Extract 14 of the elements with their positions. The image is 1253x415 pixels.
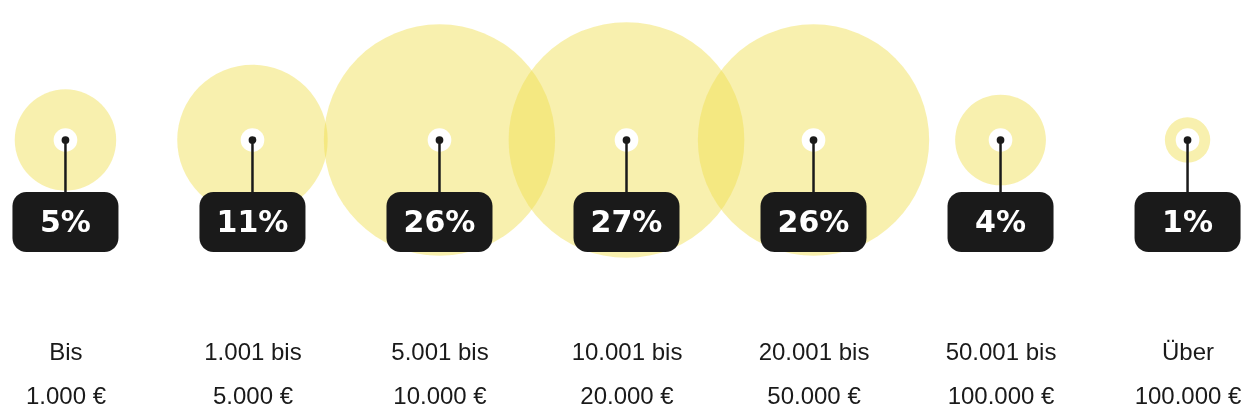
- data-label: 4%: [975, 204, 1026, 239]
- category-label: 5.001 bis 10.000 €: [391, 337, 489, 409]
- data-label: 5%: [39, 204, 91, 239]
- category-label: 10.001 bis 20.000 €: [571, 337, 683, 409]
- data-label: 1%: [1162, 204, 1214, 239]
- category-label: 20.001 bis 50.000 €: [758, 337, 870, 409]
- data-label: 26%: [777, 204, 850, 239]
- category-label: 50.001 bis 100.000 €: [945, 337, 1057, 409]
- category-label: Über 100.000 €: [1134, 337, 1243, 409]
- data-label: 11%: [216, 204, 289, 239]
- category-label: 1.001 bis 5.000 €: [204, 337, 302, 409]
- data-label: 27%: [590, 204, 663, 239]
- category-label: Bis 1.000 €: [25, 337, 107, 409]
- data-label: 26%: [403, 204, 476, 239]
